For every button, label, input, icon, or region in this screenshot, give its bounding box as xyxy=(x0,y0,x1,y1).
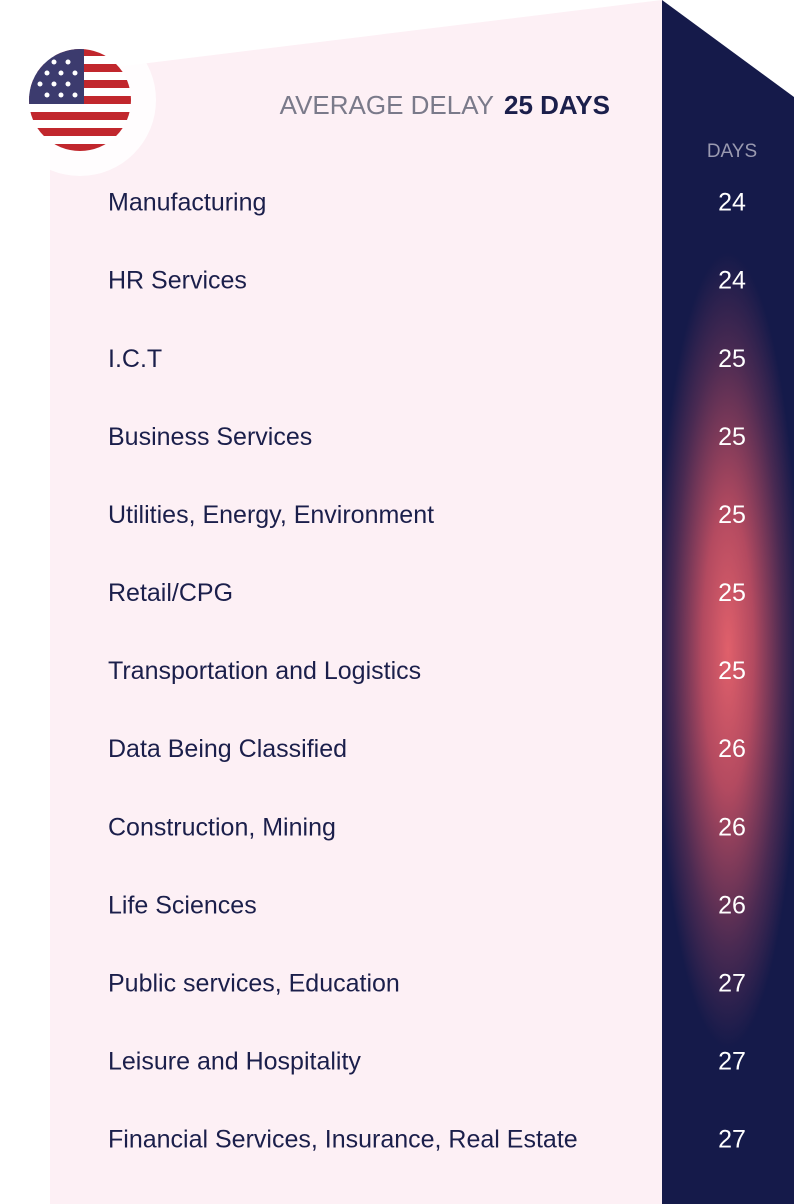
us-flag xyxy=(29,49,131,151)
row-label: I.C.T xyxy=(108,345,162,373)
panel xyxy=(50,0,662,1204)
row-value: 26 xyxy=(718,735,746,763)
row-label: HR Services xyxy=(108,267,247,295)
row-value: 26 xyxy=(718,891,746,919)
row-value: 27 xyxy=(718,1126,746,1154)
row-label: Transportation and Logistics xyxy=(108,657,421,685)
column-header: DAYS xyxy=(707,141,757,162)
row-label: Financial Services, Insurance, Real Esta… xyxy=(108,1126,578,1154)
row-value: 25 xyxy=(718,501,746,529)
row-label: Manufacturing xyxy=(108,189,266,217)
row-value: 25 xyxy=(718,579,746,607)
row-value: 26 xyxy=(718,813,746,841)
row-label: Life Sciences xyxy=(108,891,257,919)
row-label: Public services, Education xyxy=(108,969,400,997)
title-highlight: 25 DAYS xyxy=(504,90,610,120)
row-value: 25 xyxy=(718,423,746,451)
row-label: Retail/CPG xyxy=(108,579,233,607)
rows: Manufacturing 24 HR Services 24 I.C.T 25 Busin… xyxy=(108,189,746,1154)
row-label: Construction, Mining xyxy=(108,813,336,841)
row-value: 24 xyxy=(718,189,746,217)
row-value: 25 xyxy=(718,657,746,685)
title: AVERAGE DELAY xyxy=(280,90,494,120)
row-value: 27 xyxy=(718,1048,746,1076)
row-label: Leisure and Hospitality xyxy=(108,1048,361,1076)
header-title: AVERAGE DELAY 25 DAYS xyxy=(280,90,610,120)
row-value: 25 xyxy=(718,345,746,373)
row-label: Business Services xyxy=(108,423,312,451)
row-label: Utilities, Energy, Environment xyxy=(108,501,434,529)
value-column xyxy=(662,0,794,1204)
row-label: Data Being Classified xyxy=(108,735,347,763)
row-value: 27 xyxy=(718,969,746,997)
row-value: 24 xyxy=(718,267,746,295)
